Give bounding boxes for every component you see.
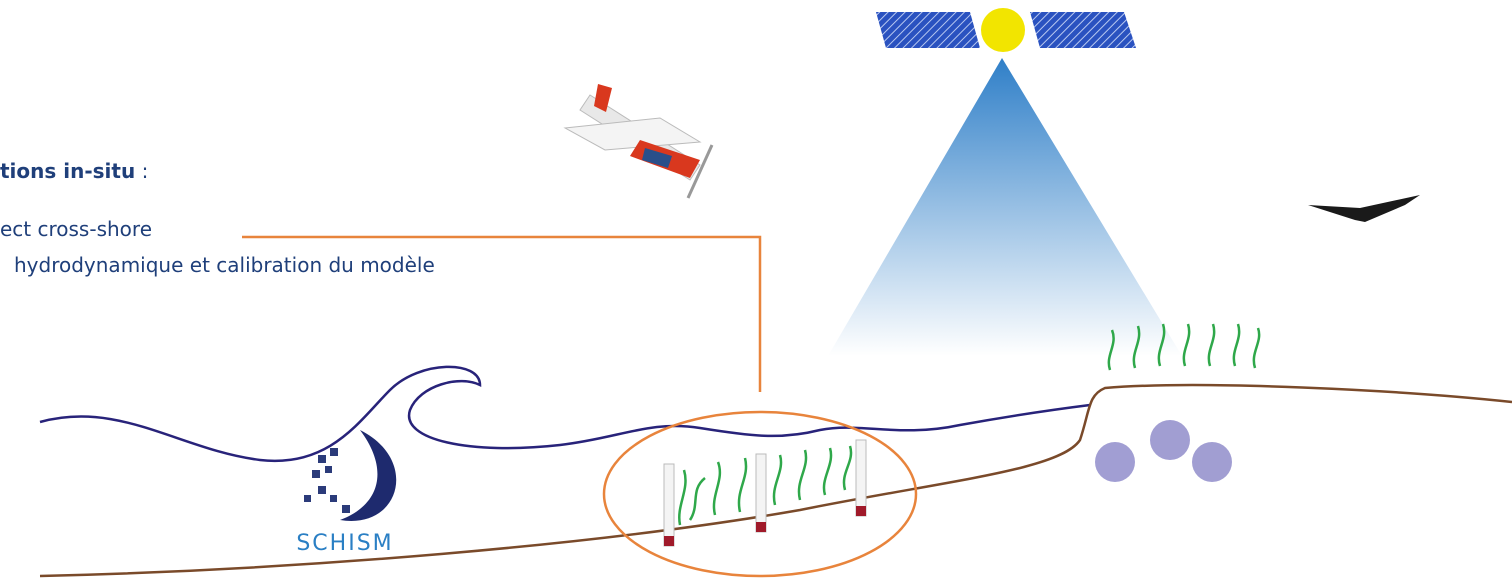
list-item: hydrodynamique et calibration du modèle: [14, 253, 435, 277]
logo-label: SCHISM: [296, 531, 393, 556]
plane: [565, 84, 712, 198]
schism-logo: SCHISM: [296, 430, 396, 556]
drone: [1308, 195, 1420, 222]
organisms: [1095, 420, 1232, 482]
section-title: tions in-situ :: [0, 159, 148, 183]
sensors: [664, 440, 866, 546]
sensor-beam: [828, 58, 1182, 356]
water-surface: [40, 367, 1090, 461]
list-item: ect cross-shore: [0, 217, 152, 241]
satellite: [876, 8, 1136, 52]
diagram: tions in-situ : ect cross-shore hydrodyn…: [0, 0, 1512, 582]
